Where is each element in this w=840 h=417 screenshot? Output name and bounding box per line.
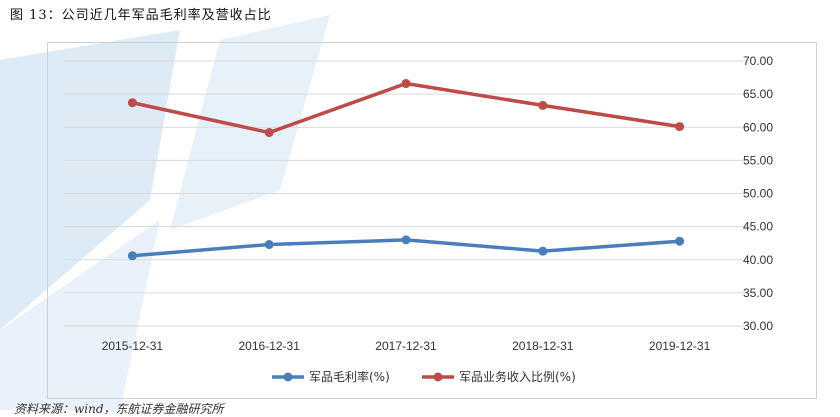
legend-label-2: 军品业务收入比例(%) — [459, 369, 576, 384]
data-point — [538, 100, 548, 110]
y-tick-label: 70.00 — [743, 54, 773, 68]
y-tick-label: 30.00 — [743, 319, 773, 333]
y-tick-label: 45.00 — [743, 220, 773, 234]
data-point — [264, 128, 274, 138]
data-point — [401, 235, 411, 245]
y-tick-label: 50.00 — [743, 187, 773, 201]
x-tick-label: 2018-12-31 — [512, 339, 574, 353]
y-tick-label: 35.00 — [743, 286, 773, 300]
data-point — [264, 240, 274, 250]
legend: 军品毛利率(%) 军品业务收入比例(%) — [272, 369, 576, 384]
x-tick-label: 2017-12-31 — [375, 339, 437, 353]
series-line-2 — [132, 81, 680, 135]
x-tick-label: 2015-12-31 — [102, 339, 164, 353]
data-point — [675, 122, 685, 132]
data-point — [127, 98, 137, 108]
source-note: 资料来源：wind，东航证券金融研究所 — [14, 402, 224, 416]
x-tick-label: 2019-12-31 — [649, 339, 711, 353]
legend-marker — [283, 372, 293, 382]
y-tick-label: 60.00 — [743, 120, 773, 134]
data-point — [401, 79, 411, 89]
grid-lines — [64, 60, 748, 327]
legend-marker — [433, 372, 443, 382]
y-axis-ticks: 30.00 35.00 40.00 45.00 50.00 55.00 60.00 65.00… — [743, 54, 773, 333]
x-axis-ticks: 2015-12-31 2016-12-31 2017-12-31 2018-12-31… — [102, 339, 711, 353]
x-tick-label: 2016-12-31 — [239, 339, 301, 353]
data-point — [538, 246, 548, 256]
y-tick-label: 65.00 — [743, 87, 773, 101]
y-tick-label: 40.00 — [743, 253, 773, 267]
data-point — [675, 236, 685, 246]
data-point — [127, 251, 137, 261]
figure-title: 图 13：公司近几年军品毛利率及营收占比 — [10, 8, 272, 23]
y-tick-label: 55.00 — [743, 153, 773, 167]
series-group — [127, 79, 685, 261]
chart-frame — [47, 42, 817, 399]
legend-label-1: 军品毛利率(%) — [309, 369, 390, 384]
